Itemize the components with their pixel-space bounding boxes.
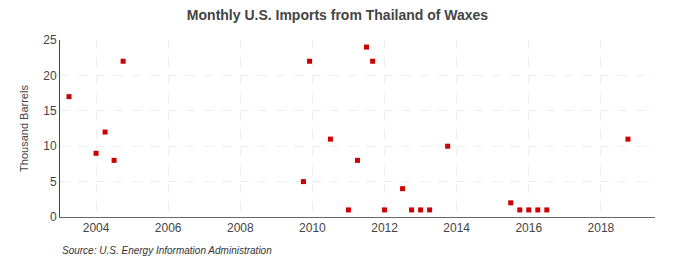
svg-text:Monthly U.S. Imports from Thai: Monthly U.S. Imports from Thailand of Wa… bbox=[187, 7, 488, 23]
svg-text:2004: 2004 bbox=[83, 221, 110, 235]
svg-text:2008: 2008 bbox=[227, 221, 254, 235]
svg-text:20: 20 bbox=[43, 69, 57, 83]
svg-text:Source: U.S. Energy Informatio: Source: U.S. Energy Information Administ… bbox=[62, 245, 272, 256]
svg-text:5: 5 bbox=[50, 175, 57, 189]
svg-text:2018: 2018 bbox=[588, 221, 615, 235]
svg-text:0: 0 bbox=[50, 210, 57, 224]
svg-text:2010: 2010 bbox=[299, 221, 326, 235]
svg-text:15: 15 bbox=[43, 104, 57, 118]
svg-text:Thousand Barrels: Thousand Barrels bbox=[18, 85, 30, 172]
svg-text:10: 10 bbox=[43, 139, 57, 153]
svg-text:2014: 2014 bbox=[443, 221, 470, 235]
svg-text:2012: 2012 bbox=[371, 221, 398, 235]
svg-text:2016: 2016 bbox=[515, 221, 542, 235]
svg-text:2006: 2006 bbox=[155, 221, 182, 235]
svg-text:25: 25 bbox=[43, 33, 57, 47]
